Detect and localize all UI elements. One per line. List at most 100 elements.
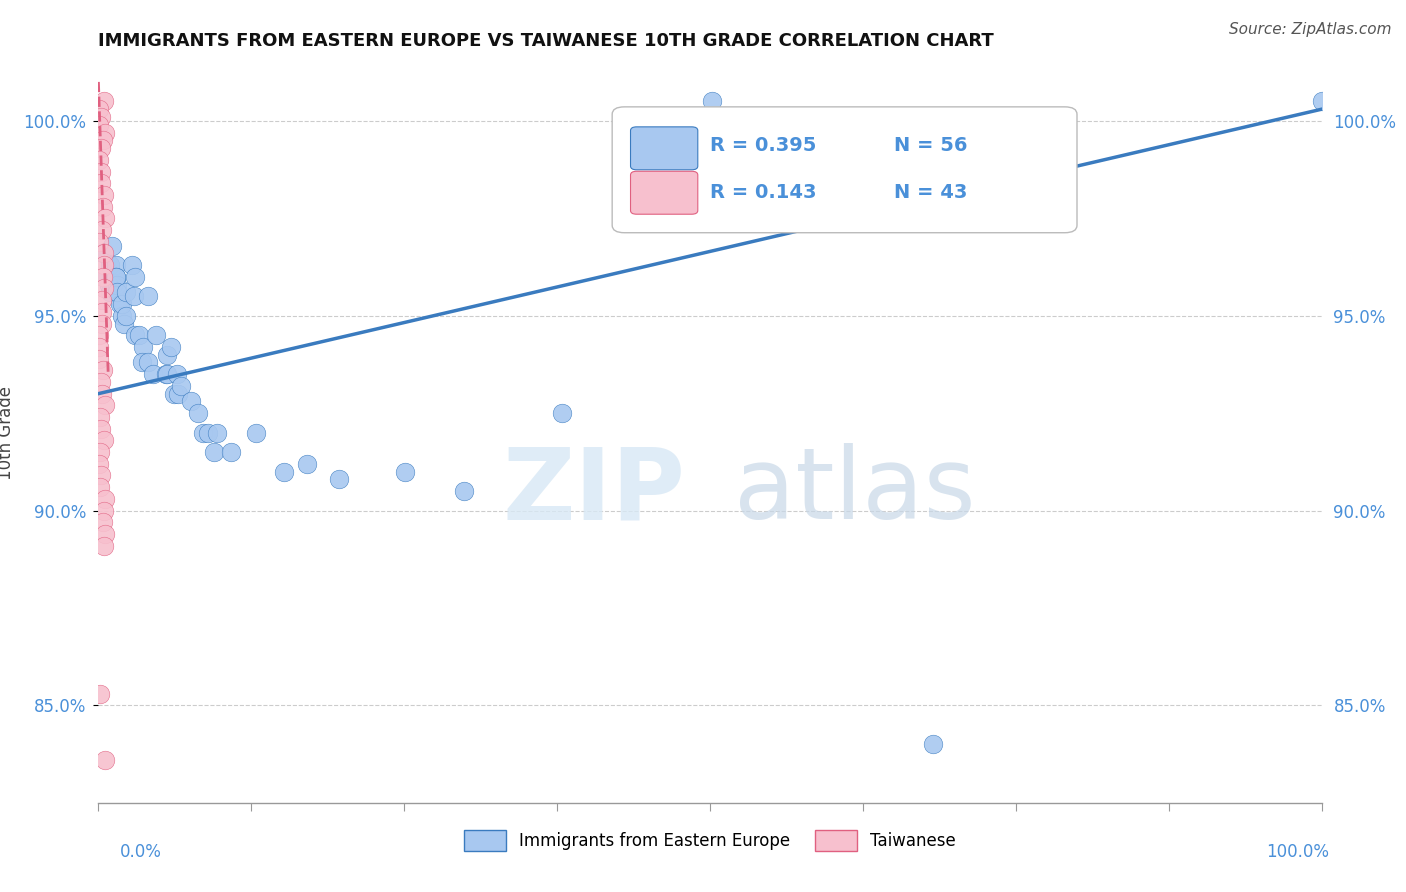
- Text: IMMIGRANTS FROM EASTERN EUROPE VS TAIWANESE 10TH GRADE CORRELATION CHART: IMMIGRANTS FROM EASTERN EUROPE VS TAIWAN…: [98, 32, 994, 50]
- Point: [93, 269, 115, 284]
- Point: [202, 445, 225, 459]
- Point: [87, 328, 110, 343]
- Point: [93, 258, 115, 272]
- Point: [104, 269, 127, 284]
- Legend: Immigrants from Eastern Europe, Taiwanese: Immigrants from Eastern Europe, Taiwanes…: [457, 823, 963, 857]
- Point: [1310, 95, 1333, 109]
- Point: [112, 317, 135, 331]
- FancyBboxPatch shape: [630, 127, 697, 169]
- Point: [94, 126, 117, 140]
- Point: [921, 737, 943, 751]
- Point: [101, 238, 124, 252]
- Point: [91, 305, 114, 319]
- Point: [90, 422, 112, 436]
- Point: [132, 340, 155, 354]
- Text: atlas: atlas: [734, 443, 976, 541]
- Point: [98, 258, 121, 272]
- Point: [328, 472, 350, 486]
- Point: [104, 258, 127, 272]
- Point: [104, 269, 127, 284]
- Point: [94, 211, 117, 226]
- Point: [122, 289, 145, 303]
- Point: [93, 188, 115, 202]
- Point: [136, 355, 159, 369]
- FancyBboxPatch shape: [612, 107, 1077, 233]
- Point: [273, 465, 295, 479]
- Point: [105, 285, 128, 300]
- Point: [91, 133, 114, 147]
- Point: [91, 386, 114, 401]
- Point: [90, 164, 112, 178]
- Point: [160, 340, 183, 354]
- Point: [107, 285, 129, 300]
- Point: [155, 367, 177, 381]
- Point: [136, 289, 159, 303]
- Point: [108, 297, 131, 311]
- Text: Source: ZipAtlas.com: Source: ZipAtlas.com: [1229, 22, 1392, 37]
- Point: [197, 425, 219, 440]
- Y-axis label: 10th Grade: 10th Grade: [0, 385, 15, 480]
- Point: [104, 269, 127, 284]
- Point: [550, 406, 572, 420]
- Point: [124, 328, 146, 343]
- Point: [91, 200, 114, 214]
- Point: [128, 328, 150, 343]
- Point: [93, 95, 115, 109]
- Point: [245, 425, 267, 440]
- Point: [142, 367, 165, 381]
- Point: [89, 445, 111, 459]
- Point: [91, 515, 114, 529]
- Point: [94, 527, 117, 541]
- Point: [89, 480, 111, 494]
- Point: [105, 277, 128, 292]
- Point: [87, 153, 110, 167]
- Point: [394, 465, 416, 479]
- Text: 100.0%: 100.0%: [1265, 843, 1329, 861]
- Point: [167, 386, 190, 401]
- Point: [114, 309, 136, 323]
- Point: [166, 367, 188, 381]
- FancyBboxPatch shape: [630, 171, 697, 214]
- Point: [187, 406, 209, 420]
- Point: [89, 410, 111, 425]
- Point: [91, 293, 114, 307]
- Point: [89, 235, 111, 249]
- Text: R = 0.395: R = 0.395: [710, 136, 817, 155]
- Point: [90, 317, 112, 331]
- Point: [110, 309, 132, 323]
- Point: [295, 457, 318, 471]
- Point: [87, 457, 110, 471]
- Text: ZIP: ZIP: [503, 443, 686, 541]
- Point: [93, 503, 115, 517]
- Point: [155, 348, 177, 362]
- Point: [111, 297, 134, 311]
- Point: [90, 468, 112, 483]
- Point: [90, 223, 112, 237]
- Point: [93, 539, 115, 553]
- Point: [89, 118, 111, 132]
- Point: [163, 386, 186, 401]
- Point: [91, 363, 114, 377]
- Text: N = 56: N = 56: [894, 136, 967, 155]
- Point: [205, 425, 228, 440]
- Point: [90, 375, 112, 389]
- Point: [219, 445, 242, 459]
- Point: [87, 102, 110, 116]
- Point: [101, 277, 124, 292]
- Point: [180, 394, 202, 409]
- Point: [115, 285, 138, 300]
- Point: [191, 425, 214, 440]
- Point: [91, 269, 114, 284]
- Point: [131, 355, 153, 369]
- Point: [87, 351, 110, 366]
- Point: [94, 753, 117, 767]
- Point: [93, 246, 115, 260]
- Point: [94, 491, 117, 506]
- Point: [156, 367, 179, 381]
- Point: [89, 687, 111, 701]
- Text: R = 0.143: R = 0.143: [710, 183, 817, 202]
- Point: [124, 269, 146, 284]
- Point: [93, 434, 115, 448]
- Point: [97, 277, 120, 292]
- Point: [90, 110, 112, 124]
